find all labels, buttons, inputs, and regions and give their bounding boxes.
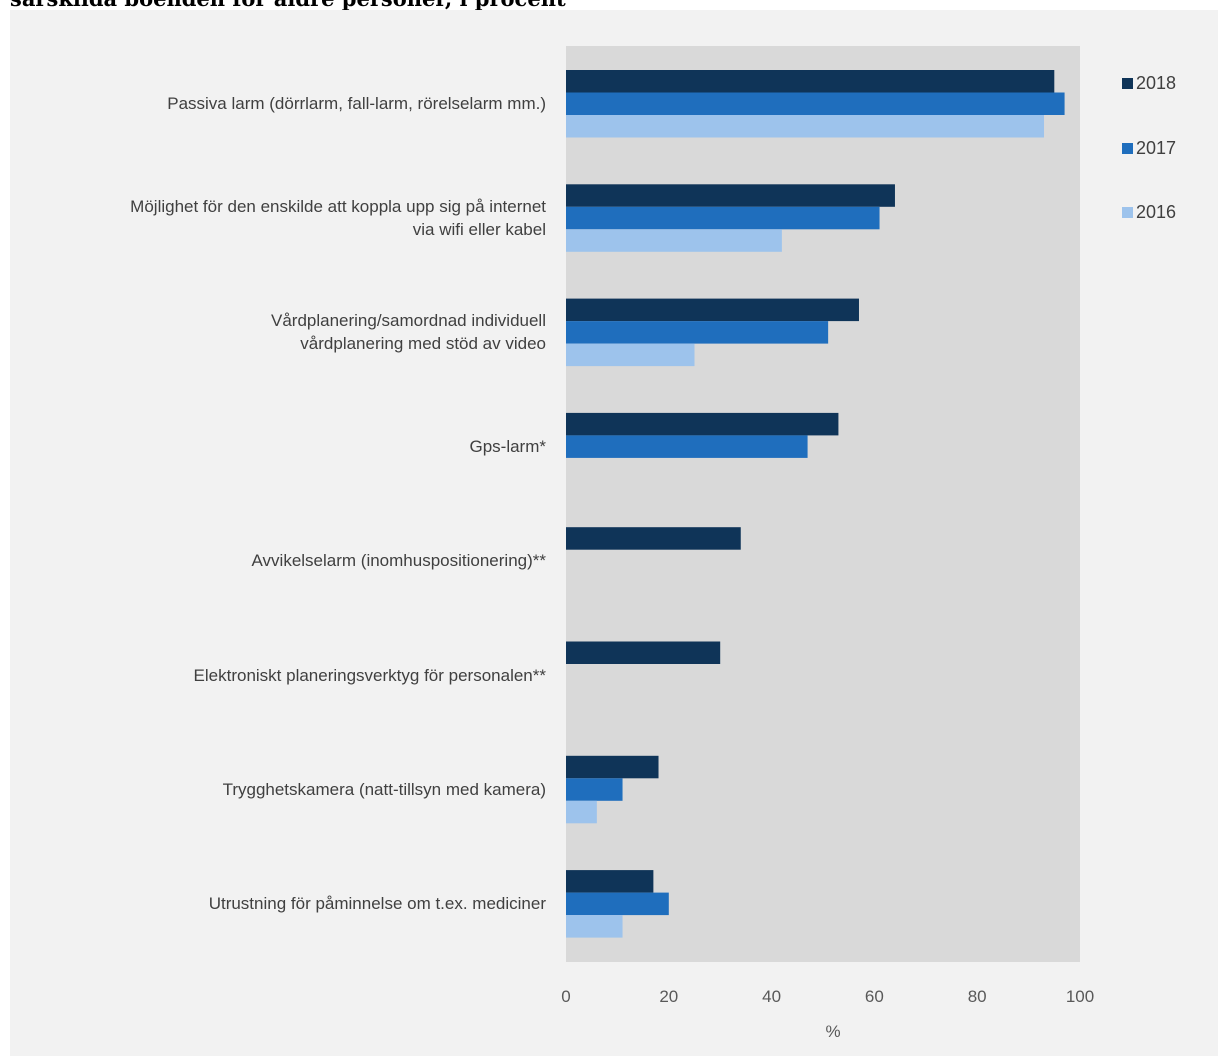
legend-label: 2016 [1136, 202, 1177, 222]
bar-2018-7 [566, 870, 654, 893]
category-label-5: Elektroniskt planeringsverktyg för perso… [0, 664, 546, 687]
x-tick-label: 60 [864, 987, 884, 1006]
category-label-line: Gps-larm* [469, 437, 546, 457]
legend-label: 2017 [1136, 137, 1177, 158]
category-label-6: Trygghetskamera (natt-tillsyn med kamera… [0, 778, 546, 801]
bar-2017-2 [566, 321, 829, 344]
category-label-line: Passiva larm (dörrlarm, fall-larm, rörel… [167, 94, 546, 114]
chart-plot [566, 46, 1080, 962]
category-label-4: Avvikelselarm (inomhuspositionering)** [0, 549, 546, 572]
x-tick-label: 40 [762, 987, 782, 1006]
legend-swatch [1122, 207, 1133, 218]
bar-2018-2 [566, 298, 859, 322]
x-axis-title: % [825, 1022, 841, 1041]
category-label-line: Elektroniskt planeringsverktyg för perso… [193, 665, 546, 685]
legend-label: 2018 [1136, 73, 1177, 93]
category-label-line: Trygghetskamera (natt-tillsyn med kamera… [222, 780, 546, 800]
bar-2018-3 [566, 412, 839, 436]
x-tick-label: 80 [967, 987, 987, 1006]
bar-2016-7 [566, 915, 623, 938]
bar-2018-1 [566, 184, 895, 207]
category-label-line: via wifi eller kabel [412, 220, 546, 240]
legend-item-2017: 2017 [1122, 137, 1176, 159]
category-label-line: Möjlighet för den enskilde att koppla up… [130, 197, 546, 217]
legend-item-2018: 2018 [1122, 72, 1176, 94]
bar-2017-0 [566, 92, 1065, 115]
legend-swatch [1122, 142, 1133, 154]
category-label-line: Avvikelselarm (inomhuspositionering)** [251, 551, 546, 571]
bar-2017-6 [566, 778, 623, 801]
bar-2018-5 [566, 641, 721, 664]
bar-2018-4 [566, 527, 741, 550]
bar-2017-3 [566, 435, 808, 458]
bar-2017-1 [566, 206, 880, 230]
bar-2016-0 [566, 115, 1045, 138]
category-label-line: Utrustning för påminnelse om t.ex. medic… [208, 894, 546, 914]
chart-title: särskilda boenden för äldre personer, i … [10, 0, 566, 11]
category-label-3: Gps-larm* [0, 435, 546, 458]
legend-swatch [1122, 78, 1133, 89]
plot-area [566, 46, 1080, 962]
x-tick-label: 0 [561, 987, 571, 1006]
bar-2016-1 [566, 229, 782, 252]
category-label-0: Passiva larm (dörrlarm, fall-larm, rörel… [0, 92, 546, 115]
category-label-line: Vårdplanering/samordnad individuell [270, 311, 546, 331]
bar-2016-2 [566, 343, 695, 367]
category-label-2: Vårdplanering/samordnad individuell vårdp… [0, 309, 546, 355]
bar-2018-0 [566, 70, 1055, 93]
x-tick-label: 100 [1065, 987, 1095, 1006]
x-tick-label: 20 [659, 987, 679, 1006]
category-label-7: Utrustning för påminnelse om t.ex. medic… [0, 892, 546, 915]
category-label-line: vårdplanering med stöd av video [300, 334, 546, 354]
legend-item-2016: 2016 [1122, 201, 1176, 223]
chart-panel: Passiva larm (dörrlarm, fall-larm, rörel… [10, 10, 1218, 1056]
category-label-1: Möjlighet för den enskilde att koppla up… [0, 195, 546, 241]
bar-2017-7 [566, 892, 669, 916]
bar-2016-6 [566, 800, 597, 824]
bar-2018-6 [566, 755, 659, 779]
